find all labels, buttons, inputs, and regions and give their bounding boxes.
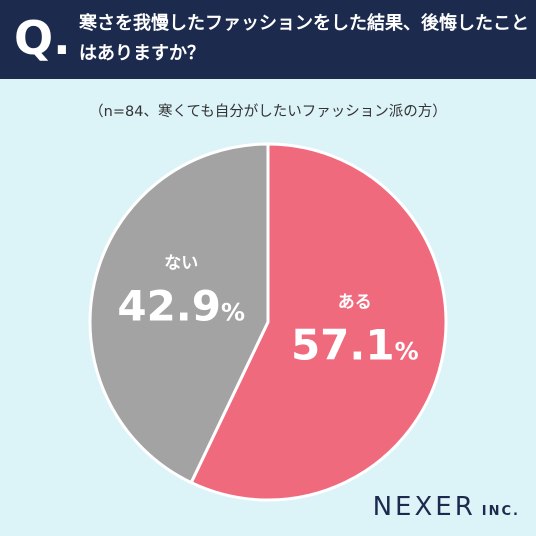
slice-category-label: ある	[338, 293, 372, 313]
question-mark: Q.	[14, 11, 71, 65]
logo-text: NEXER	[372, 492, 476, 522]
sample-note: （n=84、寒くても自分がしたいファッション派の方）	[89, 104, 447, 120]
logo-suffix: INC.	[481, 504, 520, 519]
slice-percent-label: 57.1%	[291, 321, 419, 370]
nexer-logo: NEXER INC.	[373, 492, 520, 522]
slice-percent-label: 42.9%	[117, 281, 245, 330]
pie-slice-2	[88, 142, 270, 485]
question-header: Q. 寒さを我慢したファッションをした結果、後悔したことはありますか？	[0, 0, 536, 79]
question-text: 寒さを我慢したファッションをした結果、後悔したことはありますか？	[79, 13, 529, 64]
slice-category-label: ない	[164, 253, 198, 273]
pie-slice-1	[189, 142, 448, 502]
